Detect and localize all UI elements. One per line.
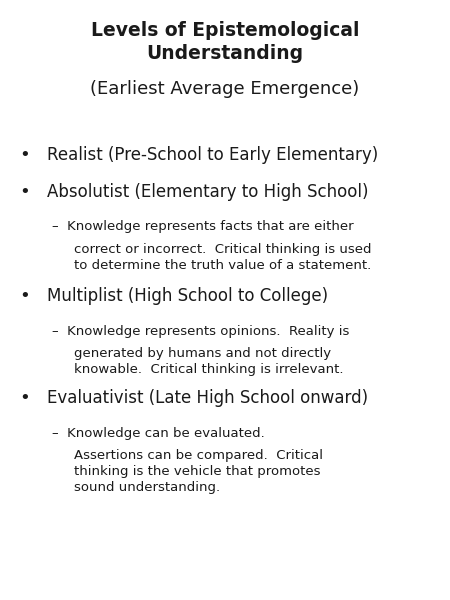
Text: Assertions can be compared.  Critical
thinking is the vehicle that promotes
soun: Assertions can be compared. Critical thi… — [74, 449, 323, 494]
Text: •: • — [19, 287, 30, 305]
Text: •: • — [19, 389, 30, 407]
Text: •: • — [19, 146, 30, 164]
Text: Levels of Epistemological
Understanding: Levels of Epistemological Understanding — [91, 21, 359, 63]
Text: Absolutist (Elementary to High School): Absolutist (Elementary to High School) — [47, 183, 369, 201]
Text: correct or incorrect.  Critical thinking is used
to determine the truth value of: correct or incorrect. Critical thinking … — [74, 243, 372, 272]
Text: Evaluativist (Late High School onward): Evaluativist (Late High School onward) — [47, 389, 369, 407]
Text: –  Knowledge can be evaluated.: – Knowledge can be evaluated. — [52, 427, 265, 440]
Text: •: • — [19, 183, 30, 201]
Text: Realist (Pre-School to Early Elementary): Realist (Pre-School to Early Elementary) — [47, 146, 378, 164]
Text: (Earliest Average Emergence): (Earliest Average Emergence) — [90, 80, 360, 98]
Text: Multiplist (High School to College): Multiplist (High School to College) — [47, 287, 328, 305]
Text: generated by humans and not directly
knowable.  Critical thinking is irrelevant.: generated by humans and not directly kno… — [74, 347, 344, 376]
Text: –  Knowledge represents opinions.  Reality is: – Knowledge represents opinions. Reality… — [52, 325, 349, 338]
Text: –  Knowledge represents facts that are either: – Knowledge represents facts that are ei… — [52, 220, 353, 233]
